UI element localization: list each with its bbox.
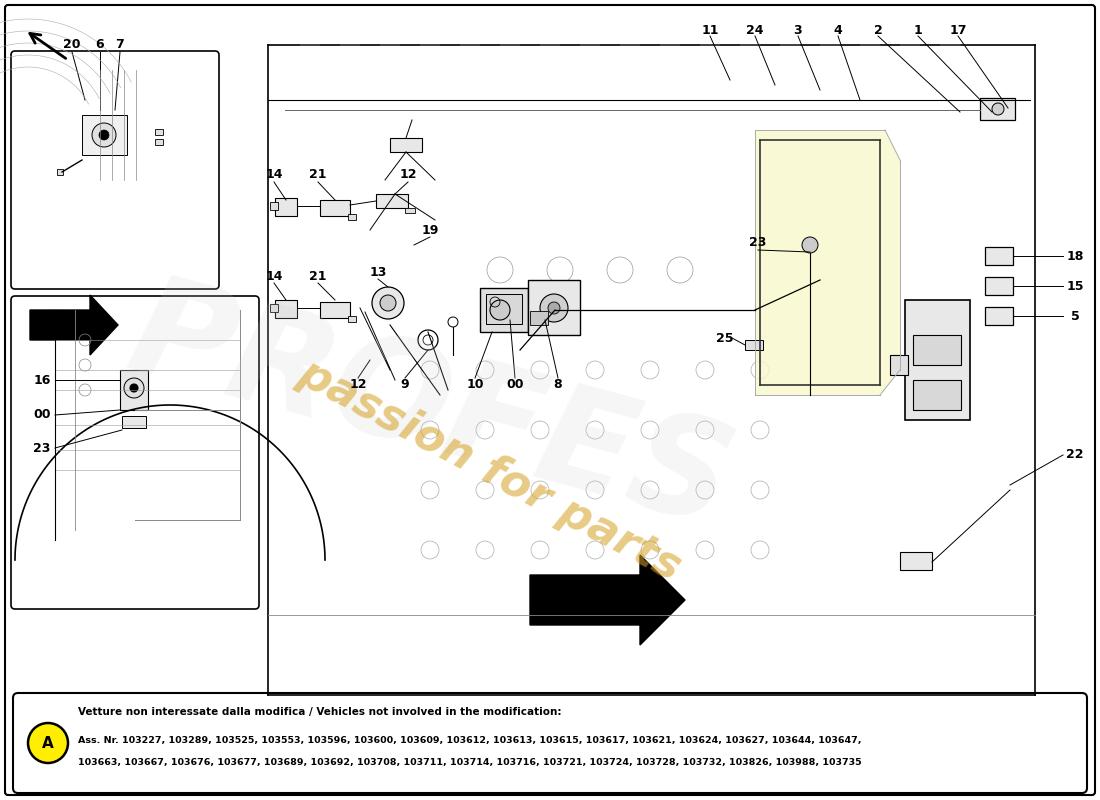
Text: 103663, 103667, 103676, 103677, 103689, 103692, 103708, 103711, 103714, 103716, : 103663, 103667, 103676, 103677, 103689, … — [78, 758, 861, 767]
Text: 10: 10 — [466, 378, 484, 391]
Circle shape — [124, 378, 144, 398]
Text: 6: 6 — [96, 38, 104, 51]
Bar — [155, 139, 163, 145]
Text: 00: 00 — [33, 409, 51, 422]
Text: 15: 15 — [1066, 279, 1083, 293]
Bar — [57, 169, 63, 175]
Text: 22: 22 — [1066, 449, 1083, 462]
Bar — [480, 288, 528, 332]
Bar — [405, 208, 415, 213]
Text: 9: 9 — [400, 378, 409, 391]
Bar — [980, 98, 1015, 120]
Bar — [890, 355, 908, 375]
Bar — [530, 311, 548, 325]
Circle shape — [548, 302, 560, 314]
Polygon shape — [530, 555, 685, 645]
Text: 7: 7 — [116, 38, 124, 51]
Circle shape — [372, 287, 404, 319]
Bar — [275, 198, 297, 216]
Text: 17: 17 — [949, 23, 967, 37]
Text: 12: 12 — [399, 169, 417, 182]
Text: 11: 11 — [702, 23, 718, 37]
Circle shape — [130, 384, 138, 392]
Circle shape — [448, 317, 458, 327]
Text: 19: 19 — [421, 223, 439, 237]
Bar — [348, 316, 356, 322]
Text: 1: 1 — [914, 23, 923, 37]
Text: 24: 24 — [746, 23, 763, 37]
Bar — [275, 300, 297, 318]
Bar — [900, 552, 932, 570]
Circle shape — [99, 130, 109, 140]
Text: Vetture non interessate dalla modifica / Vehicles not involved in the modificati: Vetture non interessate dalla modifica /… — [78, 707, 561, 717]
Circle shape — [992, 103, 1004, 115]
Text: 2: 2 — [873, 23, 882, 37]
Circle shape — [379, 295, 396, 311]
Text: 00: 00 — [506, 378, 524, 391]
Bar — [913, 380, 961, 410]
FancyBboxPatch shape — [11, 296, 258, 609]
Text: 25: 25 — [716, 331, 734, 345]
Text: 3: 3 — [794, 23, 802, 37]
Text: 14: 14 — [265, 169, 283, 182]
Text: 12: 12 — [350, 378, 366, 391]
Bar — [348, 214, 356, 220]
Text: A: A — [42, 735, 54, 750]
Bar — [528, 280, 580, 335]
Bar — [984, 277, 1013, 295]
Bar — [320, 200, 350, 216]
FancyBboxPatch shape — [11, 51, 219, 289]
Text: 23: 23 — [33, 442, 51, 454]
Text: Ass. Nr. 103227, 103289, 103525, 103553, 103596, 103600, 103609, 103612, 103613,: Ass. Nr. 103227, 103289, 103525, 103553,… — [78, 735, 861, 745]
Bar — [270, 202, 278, 210]
Bar — [270, 304, 278, 312]
Text: 5: 5 — [1070, 310, 1079, 322]
Bar — [376, 194, 408, 208]
Circle shape — [92, 123, 116, 147]
Text: PROFES: PROFES — [114, 265, 745, 555]
Bar — [120, 370, 148, 410]
Text: 16: 16 — [33, 374, 51, 386]
Circle shape — [490, 300, 510, 320]
Bar — [745, 340, 763, 350]
Polygon shape — [755, 130, 900, 395]
Bar — [122, 416, 146, 428]
Bar — [984, 307, 1013, 325]
Bar — [82, 115, 126, 155]
Text: passion for parts: passion for parts — [292, 350, 689, 590]
Text: 13: 13 — [370, 266, 387, 278]
Text: 14: 14 — [265, 270, 283, 282]
Text: 23: 23 — [749, 235, 767, 249]
Polygon shape — [30, 295, 118, 355]
Bar — [390, 138, 422, 152]
Bar — [486, 294, 522, 324]
Text: 8: 8 — [553, 378, 562, 391]
Bar — [984, 247, 1013, 265]
Text: 21: 21 — [309, 270, 327, 282]
FancyBboxPatch shape — [6, 5, 1094, 795]
Bar — [155, 129, 163, 135]
Circle shape — [28, 723, 68, 763]
Bar — [320, 302, 350, 318]
Text: 20: 20 — [64, 38, 80, 51]
FancyBboxPatch shape — [13, 693, 1087, 793]
Text: 18: 18 — [1066, 250, 1083, 262]
Text: 21: 21 — [309, 169, 327, 182]
Bar — [913, 335, 961, 365]
Circle shape — [540, 294, 568, 322]
Bar — [905, 300, 970, 420]
Text: 4: 4 — [834, 23, 843, 37]
Circle shape — [802, 237, 818, 253]
